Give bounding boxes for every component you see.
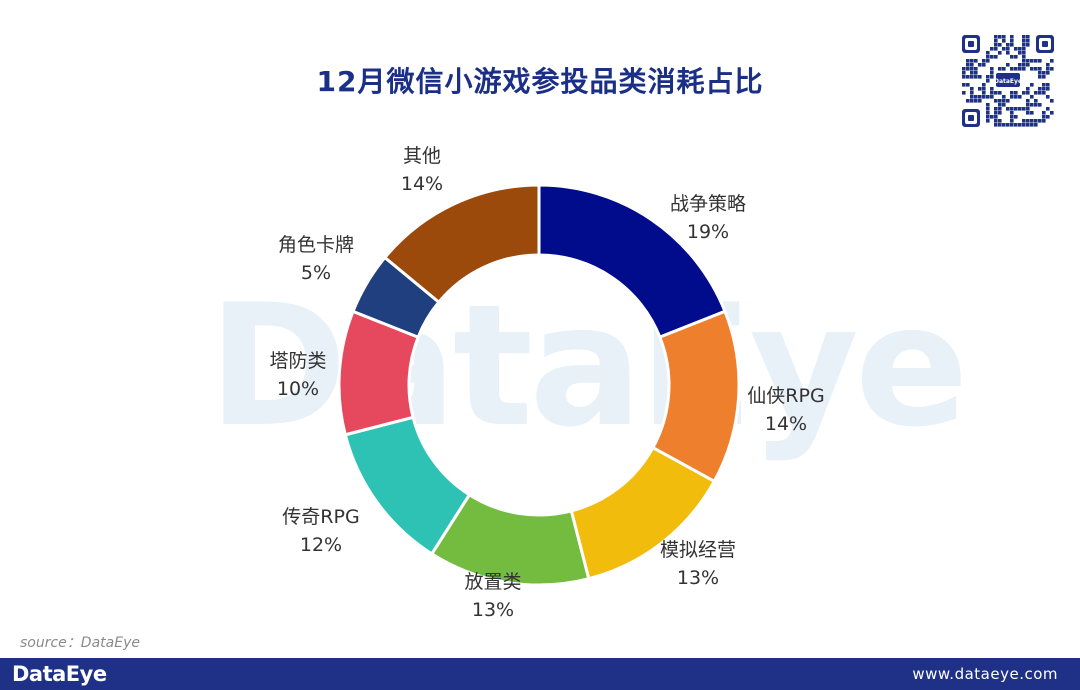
slice-value-label: 19%: [687, 221, 729, 243]
slice-category-label: 战争策略: [670, 193, 746, 215]
chart-title: 12月微信小游戏参投品类消耗占比: [316, 65, 764, 98]
footer-brand-logo: DataEye: [12, 662, 107, 686]
slice-value-label: 10%: [277, 378, 319, 400]
slice-category-label: 模拟经营: [660, 539, 736, 561]
slice-value-label: 13%: [472, 599, 514, 621]
source-note: source：DataEye: [20, 635, 140, 651]
slice-category-label: 角色卡牌: [278, 234, 354, 256]
slice-value-label: 14%: [765, 413, 807, 435]
slice-category-label: 塔防类: [269, 350, 326, 372]
footer-url[interactable]: www.dataeye.com: [912, 665, 1058, 683]
watermark-text: DataEye: [208, 268, 969, 464]
qr-code: DataEye: [958, 31, 1058, 131]
slice-value-label: 12%: [300, 534, 342, 556]
slice-category-label: 仙侠RPG: [747, 385, 824, 407]
slice-value-label: 14%: [401, 173, 443, 195]
qr-badge-text: DataEye: [994, 78, 1022, 85]
slice-value-label: 5%: [301, 262, 331, 284]
donut-slice: [382, 183, 541, 305]
slice-category-label: 其他: [403, 145, 441, 167]
slice-value-label: 13%: [677, 567, 719, 589]
slice-category-label: 传奇RPG: [282, 506, 359, 528]
footer-bar: DataEye www.dataeye.com: [0, 658, 1080, 690]
slice-category-label: 放置类: [464, 571, 521, 593]
